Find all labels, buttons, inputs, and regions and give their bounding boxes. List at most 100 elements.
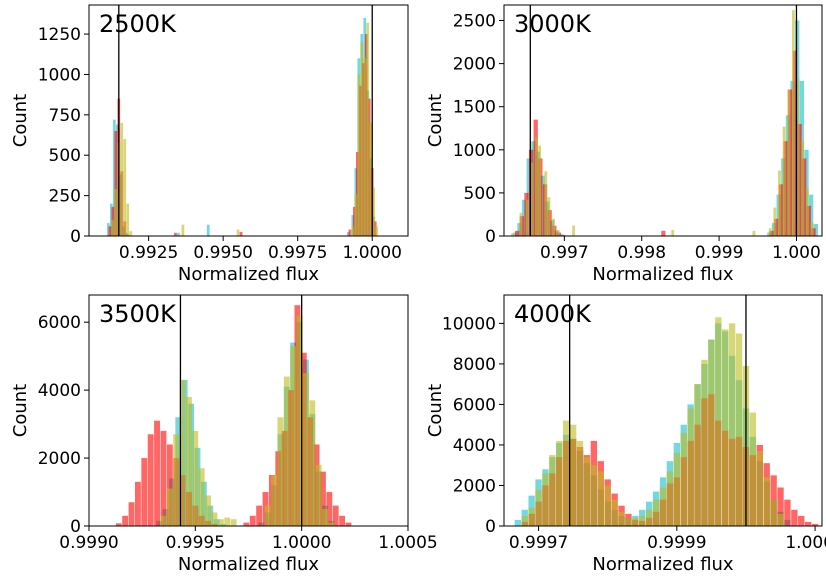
panel-2500k-axes-frame <box>88 4 409 237</box>
panel-2500k-bar <box>114 131 118 236</box>
panel-2500k-bar <box>375 226 379 236</box>
panel-3000k: 0.997 0.998 0.999 1.000 0 500 1000 1500 2000 2500… <box>425 4 823 285</box>
panel-4000k-bar <box>639 515 646 526</box>
panel-3500k-bar <box>160 515 167 526</box>
panel-2500k-bar <box>363 58 367 237</box>
panel-3000k-bar <box>538 145 542 236</box>
panel-3500k-x-tick-label: 1.0000 <box>272 533 331 553</box>
panel-4000k-bar <box>715 317 722 526</box>
panel-3000k-x-axis-label: Normalized flux <box>592 264 734 285</box>
panel-4000k-bar <box>521 515 528 526</box>
panel-3000k-bar <box>788 89 793 236</box>
panel-3500k-bar <box>332 505 339 526</box>
panel-3500k-y-tick-label: 6000 <box>38 313 81 333</box>
panel-3000k-reference-lines <box>529 5 798 236</box>
panel-3000k-bar <box>769 230 774 236</box>
panel-4000k-y-tick-label: 2000 <box>453 476 496 496</box>
panel-3500k-x-tick-label: 0.9990 <box>59 533 118 553</box>
panel-3500k-bar <box>141 458 148 526</box>
panel-3500k-bar <box>166 444 173 526</box>
panel-3000k-bar <box>752 230 756 236</box>
panel-3500k-x-tick-label: 1.0005 <box>378 533 437 553</box>
panel-2500k-bar <box>177 232 180 236</box>
panel-3500k-bar <box>283 376 290 526</box>
panel-4000k-y-tick-label: 4000 <box>453 436 496 456</box>
panel-3500k-y-tick-label: 2000 <box>38 449 81 469</box>
panel-4000k-bar <box>576 440 584 526</box>
panel-3000k-bar <box>521 199 527 236</box>
panel-2500k-bar <box>352 206 356 236</box>
panel-3000k-bar <box>549 220 555 236</box>
panel-2500k-bar <box>112 119 116 236</box>
panel-3000k-bar <box>811 228 816 236</box>
panel-3500k-bar <box>345 522 352 526</box>
panel-3000k-y-axis-label: Count <box>425 94 446 147</box>
panel-2500k-bar <box>124 232 128 236</box>
panel-3000k-bar <box>511 233 514 236</box>
panel-3500k-bar <box>115 523 122 526</box>
panel-4000k-axes-frame <box>503 294 823 527</box>
panel-4000k-bar <box>756 451 763 526</box>
panel-3000k-bar <box>572 225 576 236</box>
panel-2500k-bar <box>123 139 127 236</box>
panel-3000k-bar <box>531 141 536 236</box>
panel-3500k-bar <box>179 379 186 526</box>
panel-3000k-bar <box>792 50 798 237</box>
panel-3500k-bar <box>173 434 180 526</box>
panel-3000k-y-tick-label: 2500 <box>453 12 496 32</box>
panel-4000k-bar <box>680 432 687 526</box>
panel-4000k-bar <box>722 329 729 526</box>
panel-3000k-bar <box>671 229 675 236</box>
panel-2500k-bar <box>373 221 377 236</box>
panel-3500k-bar <box>328 522 335 526</box>
panel-4000k-bar <box>528 507 535 526</box>
panel-3000k-bar <box>802 158 807 236</box>
panel-3500k-ticks: 0.9990 0.9995 1.0000 1.0005 0 2000 4000 6000 <box>38 313 438 553</box>
panel-3500k-bar <box>166 488 173 526</box>
panel-3500k-bar <box>339 515 346 526</box>
panel-2500k-bar <box>107 223 110 236</box>
panel-4000k-bar <box>597 471 604 526</box>
panel-3000k-bar <box>806 205 811 236</box>
panel-3000k-bar <box>805 187 809 236</box>
panel-3500k-bar <box>128 502 135 526</box>
panel-3000k-bar <box>778 170 781 236</box>
panel-2500k-bar <box>372 187 376 236</box>
panel-4000k-bar <box>673 453 681 526</box>
panel-3000k-histogram <box>511 10 818 237</box>
panel-3000k-bar <box>773 207 777 236</box>
panel-4000k-x-axis-label: Normalized flux <box>592 554 734 575</box>
panel-3500k-y-tick-label: 0 <box>70 517 81 537</box>
panel-2500k-title: 2500K <box>99 10 177 38</box>
panel-4000k-bar <box>708 339 715 526</box>
panel-2500k-bar <box>236 229 240 236</box>
panel-4000k-bar <box>514 519 522 526</box>
panel-2500k-y-tick-label: 0 <box>70 227 81 247</box>
panel-3000k-bar <box>535 151 541 236</box>
panel-2500k-bar <box>126 203 130 236</box>
panel-2500k-bar <box>206 224 210 236</box>
panel-4000k-bar <box>604 485 611 526</box>
panel-3000k-bar <box>791 10 795 237</box>
panel-3000k-bar <box>556 229 560 236</box>
panel-4000k-bar <box>569 424 577 526</box>
panel-3000k-y-tick-label: 0 <box>485 227 496 247</box>
panel-3000k-bar <box>810 222 814 236</box>
panel-3500k-bar <box>249 515 256 526</box>
panel-2500k-y-tick-label: 250 <box>49 187 81 207</box>
panel-3000k-bar <box>540 175 545 236</box>
panel-3500k-bar <box>296 315 303 526</box>
panel-3000k-bar <box>519 212 523 236</box>
panel-2500k-bar <box>360 42 364 237</box>
panel-2500k-bar <box>364 34 368 236</box>
panel-2500k-x-axis-label: Normalized flux <box>178 264 320 285</box>
panel-3000k-bar <box>526 158 531 236</box>
panel-2500k-bar <box>354 194 358 236</box>
panel-4000k-bar <box>535 489 542 526</box>
panel-4000k-title: 4000K <box>514 300 592 328</box>
panel-3500k-bar <box>198 468 205 526</box>
panel-4000k-bar <box>784 499 791 526</box>
panel-3000k-x-tick-label: 1.000 <box>772 243 821 263</box>
panel-2500k-bar <box>355 152 359 236</box>
panel-3000k-x-tick-label: 0.999 <box>695 243 744 263</box>
